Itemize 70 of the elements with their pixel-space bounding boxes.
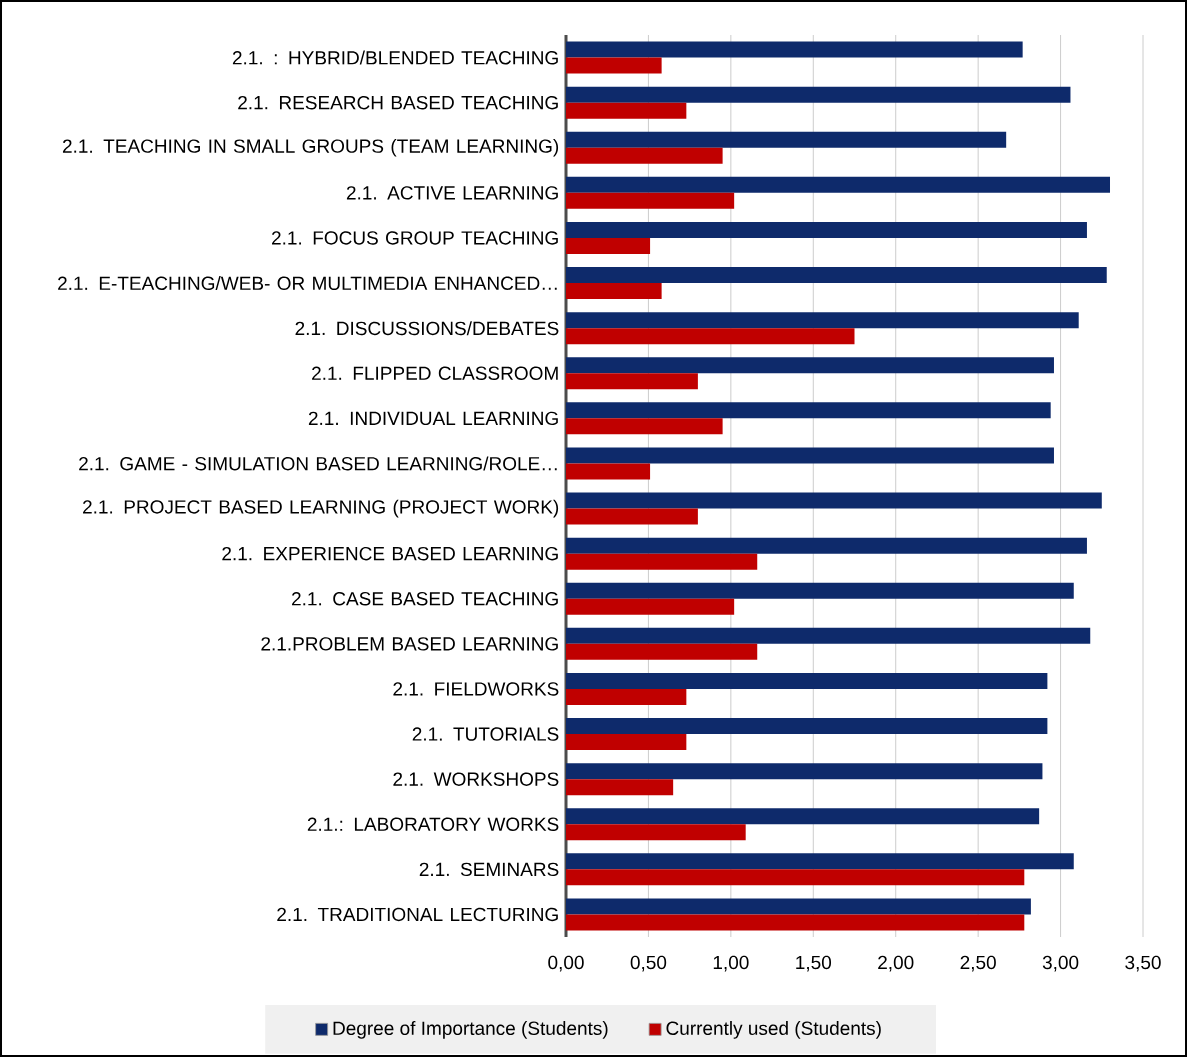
y-tick-label: 2.1.: LABORATORY WORKS (307, 817, 559, 831)
y-tick-label: 2.1. TUTORIALS (412, 727, 559, 741)
bar (566, 508, 698, 525)
bar (566, 718, 1048, 735)
y-tick-label: 2.1. RESEARCH BASED TEACHING (238, 95, 558, 110)
bar (566, 688, 687, 705)
bar (566, 734, 687, 751)
bar (566, 147, 723, 164)
x-tick-label: 0,00 (548, 955, 584, 972)
legend-label: Degree of Importance (Students) (333, 1021, 608, 1039)
bar (566, 192, 735, 209)
bar (566, 176, 1111, 193)
bar (566, 373, 698, 390)
bar (566, 598, 735, 615)
bar (566, 779, 674, 796)
bar (566, 914, 1025, 931)
bar (566, 267, 1107, 284)
y-tick-label: 2.1. CASE BASED TEACHING (292, 592, 558, 606)
x-tick-label: 1,50 (796, 955, 832, 972)
bar (566, 357, 1054, 374)
y-tick-label: 2.1. TEACHING IN SMALL GROUPS (TEAM LEARNING) (62, 138, 559, 157)
x-tick-label: 3,00 (1042, 955, 1079, 972)
bar (566, 86, 1071, 103)
bar (566, 824, 746, 841)
y-tick-label: 2.1. FOCUS GROUP TEACHING (272, 231, 558, 245)
bar (566, 553, 758, 570)
bar (566, 41, 1023, 58)
bar (566, 463, 651, 480)
bar (566, 312, 1079, 329)
bar (566, 328, 855, 345)
bar (566, 582, 1074, 599)
bar (566, 418, 723, 435)
legend-label: Currently used (Students) (666, 1021, 881, 1039)
y-tick-label: 2.1. SEMINARS (419, 862, 559, 877)
x-tick-label: 2,50 (960, 955, 996, 972)
bar (566, 102, 687, 119)
y-tick-label: 2.1. PROJECT BASED LEARNING (PROJECT WORK) (83, 499, 559, 518)
bar (566, 402, 1051, 419)
y-tick-label: 2.1. E-TEACHING/WEB- OR MULTIMEDIA ENHANCED… (58, 276, 557, 291)
x-tick-label: 3,50 (1125, 955, 1161, 972)
y-tick-label: 2.1. GAME - SIMULATION BASED LEARNING/ROLE… (79, 456, 557, 471)
y-tick-label: 2.1. WORKSHOPS (393, 772, 559, 786)
y-tick-label: 2.1. INDIVIDUAL LEARNING (308, 411, 558, 426)
bar (566, 237, 651, 254)
x-tick-label: 0,50 (630, 955, 667, 972)
bar (566, 57, 662, 74)
bar (566, 492, 1102, 509)
y-tick-label: 2.1. FLIPPED CLASSROOM (312, 366, 558, 380)
bar (566, 283, 662, 300)
bar (566, 643, 758, 660)
bar (566, 898, 1031, 915)
bar (566, 221, 1087, 238)
bar (566, 537, 1087, 554)
bar (566, 672, 1048, 689)
y-tick-label: 2.1. FIELDWORKS (393, 682, 559, 696)
x-tick-label: 1,00 (713, 955, 749, 972)
bar (566, 869, 1025, 886)
bar (566, 131, 1007, 148)
y-tick-label: 2.1. DISCUSSIONS/DEBATES (295, 321, 559, 336)
x-tick-label: 2,00 (878, 955, 914, 972)
bar (566, 853, 1074, 870)
y-tick-label: 2.1.PROBLEM BASED LEARNING (261, 637, 558, 651)
y-tick-label: 2.1. ACTIVE LEARNING (346, 186, 558, 200)
y-tick-label: 2.1. : HYBRID/BLENDED TEACHING (232, 50, 558, 65)
y-tick-label: 2.1. EXPERIENCE BASED LEARNING (222, 546, 558, 561)
y-tick-label: 2.1. TRADITIONAL LECTURING (277, 907, 558, 922)
bar (566, 447, 1054, 464)
bar (566, 808, 1040, 825)
bar (566, 763, 1043, 780)
bar (566, 627, 1091, 644)
